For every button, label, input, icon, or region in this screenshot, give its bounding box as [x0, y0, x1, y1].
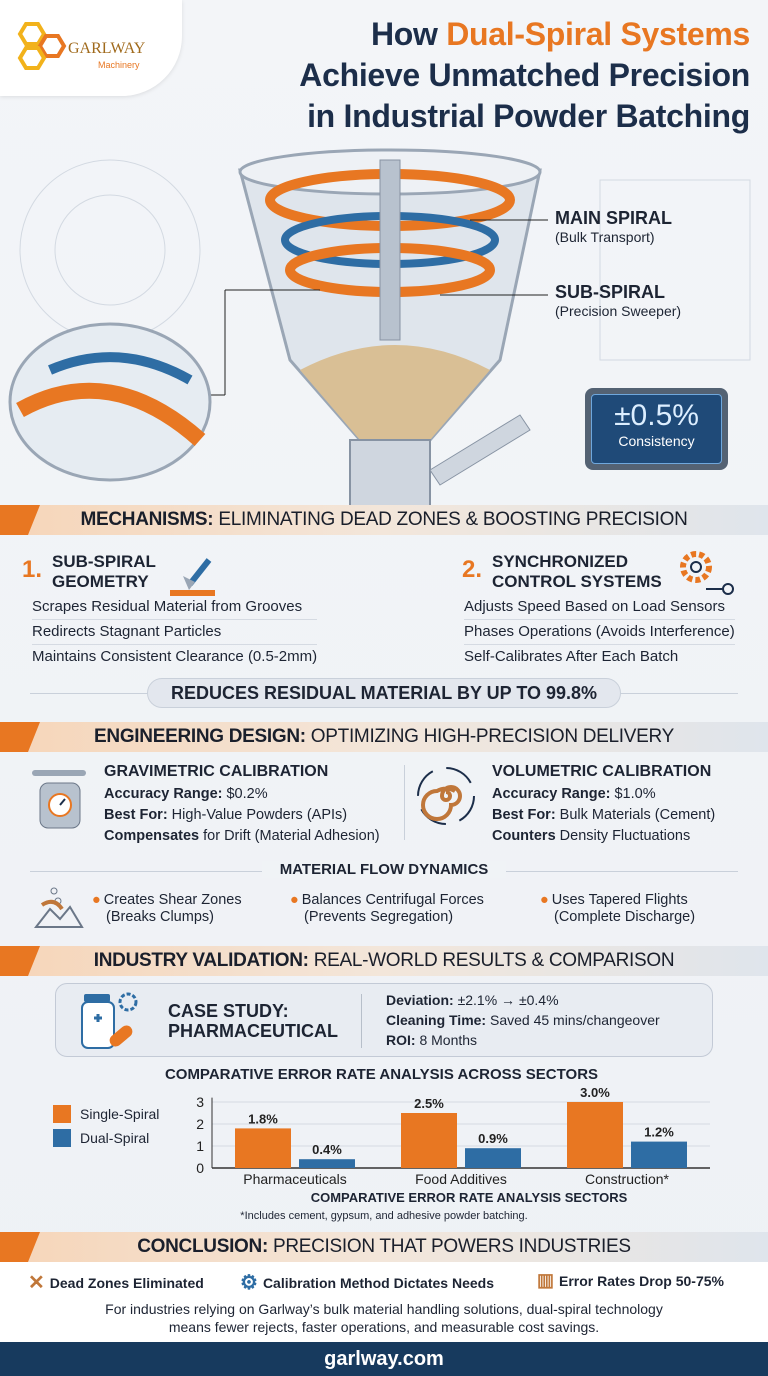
data-label: 0.4%	[312, 1142, 342, 1157]
gear-control-icon	[680, 551, 734, 595]
chart-title: COMPARATIVE ERROR RATE ANALYSIS ACROSS S…	[164, 1066, 599, 1083]
material-flow-title: MATERIAL FLOW DYNAMICS	[262, 861, 506, 878]
case-study-card: CASE STUDY: PHARMACEUTICAL Deviation: ±2.…	[55, 983, 713, 1057]
chart-x-axis-title: COMPARATIVE ERROR RATE ANALYSIS SECTORS	[310, 1190, 628, 1205]
page-title: How Dual-Spiral Systems Achieve Unmatche…	[299, 16, 750, 134]
y-tick-label: 3	[196, 1094, 204, 1110]
hexagon-logo-icon	[17, 22, 67, 70]
volumetric-calibration: VOLUMETRIC CALIBRATION Accuracy Range: $…	[492, 763, 716, 844]
x-tick-label: Food Additives	[415, 1171, 507, 1187]
gear-check-icon: ⚙	[240, 1272, 258, 1294]
conclusion-text: For industries relying on Garlway’s bulk…	[105, 1301, 663, 1335]
conclusion-banner: CONCLUSION: PRECISION THAT POWERS INDUST…	[0, 1232, 768, 1262]
footer-website-link[interactable]: garlway.com	[0, 1342, 768, 1376]
chart-legend: Single-Spiral Dual-Spiral	[53, 1102, 159, 1150]
list-item: Scrapes Residual Material from Grooves	[32, 595, 318, 620]
gravimetric-calibration: GRAVIMETRIC CALIBRATION Accuracy Range: …	[104, 763, 380, 844]
conclusion-point: ⚙ Calibration Method Dictates Needs	[240, 1272, 494, 1294]
case-study-metrics: Deviation: ±2.1% → ±0.4% Cleaning Time: …	[386, 992, 660, 1048]
flow-item: ● Balances Centrifugal Forces (Prevents Se…	[290, 892, 484, 925]
bar-dual-spiral	[631, 1141, 687, 1168]
mechanisms-banner: MECHANISMS: ELIMINATING DEAD ZONES & BOO…	[0, 505, 768, 535]
x-tick-label: Construction*	[585, 1171, 670, 1187]
bar-single-spiral	[401, 1113, 457, 1168]
dual-spiral-hopper-illustration	[8, 148, 751, 510]
data-label: 2.5%	[414, 1096, 444, 1111]
engineering-banner: ENGINEERING DESIGN: OPTIMIZING HIGH-PREC…	[0, 722, 768, 752]
data-label: 3.0%	[580, 1085, 610, 1100]
conclusion-point: ▥ Error Rates Drop 50-75%	[537, 1270, 724, 1290]
sub-spiral-label: SUB-SPIRAL (Precision Sweeper)	[555, 282, 682, 319]
y-tick-label: 2	[196, 1116, 204, 1132]
data-label: 1.2%	[644, 1125, 674, 1140]
control-systems-heading: 2. SYNCHRONIZED CONTROL SYSTEMS	[462, 552, 662, 591]
bar-single-spiral	[567, 1102, 623, 1168]
mechanism-list-1: Scrapes Residual Material from Grooves R…	[32, 595, 318, 669]
residual-reduction-badge: REDUCES RESIDUAL MATERIAL BY UP TO 99.8%	[147, 678, 621, 708]
bar-dual-spiral	[465, 1148, 521, 1168]
consistency-display: ±0.5% Consistency	[585, 388, 728, 470]
medicine-bottle-icon	[81, 992, 138, 1049]
data-label: 1.8%	[248, 1111, 278, 1126]
x-tick-label: Pharmaceuticals	[243, 1171, 347, 1187]
spiral-icon	[417, 767, 475, 825]
list-item: Self-Calibrates After Each Batch	[464, 648, 679, 665]
scale-icon	[32, 770, 86, 829]
brand-name: GARLWAY	[68, 40, 146, 57]
logo: GARLWAY Machinery	[0, 0, 182, 96]
chart-footnote: *Includes cement, gypsum, and adhesive p…	[240, 1210, 528, 1222]
main-spiral-label: MAIN SPIRAL (Bulk Transport)	[555, 208, 672, 245]
data-label: 0.9%	[478, 1131, 508, 1146]
list-item: Redirects Stagnant Particles	[32, 620, 318, 645]
bar-single-spiral	[235, 1128, 291, 1168]
crossed-tools-icon: ✕	[28, 1272, 45, 1294]
error-rate-bar-chart: 0 1 2 3 1.8% 0.4% Pharmaceuticals 2.5% 0.9% Food …	[196, 1085, 710, 1187]
case-study-title: CASE STUDY: PHARMACEUTICAL	[168, 1001, 338, 1041]
y-tick-label: 1	[196, 1138, 204, 1154]
scraper-icon	[170, 558, 215, 596]
bar-chart-icon: ▥	[537, 1270, 555, 1290]
legend-dual-spiral: Dual-Spiral	[53, 1126, 159, 1150]
list-item: Phases Operations (Avoids Interference)	[464, 620, 735, 645]
y-tick-label: 0	[196, 1160, 204, 1176]
list-item: Maintains Consistent Clearance (0.5-2mm)	[32, 648, 318, 665]
list-item: Adjusts Speed Based on Load Sensors	[464, 595, 735, 620]
flow-item: ● Uses Tapered Flights (Complete Discharge…	[540, 892, 696, 925]
flow-item: ● Creates Shear Zones (Breaks Clumps)	[92, 892, 242, 925]
legend-single-spiral: Single-Spiral	[53, 1102, 159, 1126]
sub-spiral-geometry-heading: 1. SUB-SPIRAL GEOMETRY	[22, 552, 156, 591]
validation-banner: INDUSTRY VALIDATION: REAL-WORLD RESULTS …	[0, 946, 768, 976]
particles-icon	[34, 887, 84, 928]
conclusion-point: ✕ Dead Zones Eliminated	[28, 1272, 204, 1294]
bar-dual-spiral	[299, 1159, 355, 1168]
mechanism-list-2: Adjusts Speed Based on Load Sensors Phas…	[464, 595, 735, 669]
brand-sub: Machinery	[98, 60, 140, 70]
